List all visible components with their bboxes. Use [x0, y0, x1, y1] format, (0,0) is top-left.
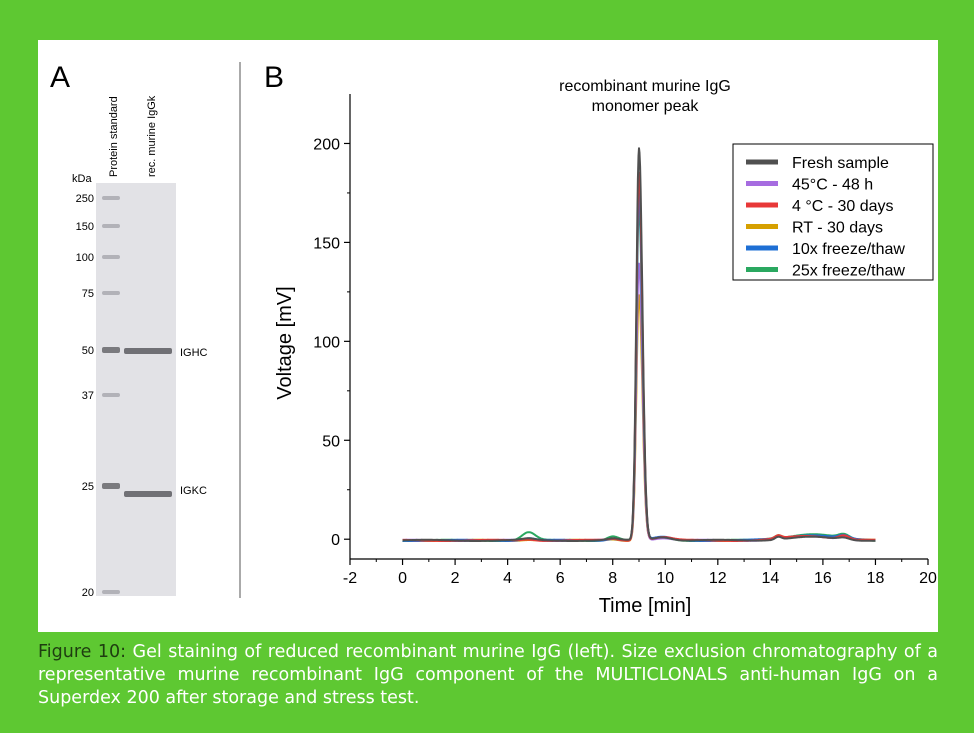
kda-unit: kDa	[72, 173, 92, 185]
lane-label-standard: Protein standard	[108, 96, 120, 177]
gel-markers: 250 150 100 75 50 37 25 20	[76, 193, 120, 599]
marker-band-250	[102, 196, 120, 200]
figure-svg: A Protein standard rec. murine IgGk kDa …	[50, 61, 937, 617]
caption-lead: Figure 10:	[38, 642, 127, 662]
series-line-0	[402, 147, 876, 542]
legend-label-4: 10x freeze/thaw	[792, 241, 905, 258]
lane-label-sample: rec. murine IgGk	[146, 95, 158, 177]
legend-label-3: RT - 30 days	[792, 220, 883, 237]
x-tick-label: 20	[919, 570, 937, 587]
marker-band-150	[102, 224, 120, 228]
legend: Fresh sample 45°C - 48 h 4 °C - 30 days RT …	[732, 143, 934, 281]
band-label-igkc: IGKC	[180, 485, 207, 497]
panel-b-label: B	[264, 61, 284, 94]
gel-image	[96, 183, 176, 596]
y-tick-label: 100	[313, 334, 340, 351]
legend-box	[732, 143, 934, 281]
x-tick-label: 2	[451, 570, 460, 587]
marker-label-100: 100	[76, 252, 94, 264]
marker-label-150: 150	[76, 221, 94, 233]
x-tick-label: 14	[761, 570, 779, 587]
marker-label-25: 25	[82, 481, 94, 493]
x-tick-label: 18	[867, 570, 885, 587]
y-tick-label: 50	[322, 433, 340, 450]
marker-band-37	[102, 393, 120, 397]
caption-text: Gel staining of reduced recombinant muri…	[38, 642, 938, 708]
series-lines	[402, 147, 876, 542]
chart-title: recombinant murine IgG	[559, 78, 731, 95]
panel-a-label: A	[50, 61, 70, 94]
marker-band-20	[102, 590, 120, 594]
x-axis-label: Time [min]	[599, 595, 692, 617]
x-tick-label: 4	[503, 570, 512, 587]
band-igkc	[124, 491, 172, 497]
gel-bands: IGHC IGKC	[124, 347, 208, 497]
x-tick-label: 0	[398, 570, 407, 587]
marker-band-75	[102, 291, 120, 295]
marker-label-250: 250	[76, 193, 94, 205]
series-line-3	[402, 294, 876, 542]
marker-band-25	[102, 483, 120, 489]
marker-label-50: 50	[82, 345, 94, 357]
marker-label-75: 75	[82, 288, 94, 300]
x-tick-label: 8	[608, 570, 617, 587]
band-label-ighc: IGHC	[180, 347, 208, 359]
marker-label-37: 37	[82, 390, 94, 402]
y-tick-label: 150	[313, 235, 340, 252]
marker-band-100	[102, 255, 120, 259]
band-ighc	[124, 348, 172, 354]
marker-band-50	[102, 347, 120, 353]
x-tick-label: 16	[814, 570, 832, 587]
y-axis-label: Voltage [mV]	[274, 286, 296, 399]
y-tick-label: 200	[313, 136, 340, 153]
x-tick-label: -2	[343, 570, 357, 587]
x-tick-label: 6	[556, 570, 565, 587]
x-tick-label: 12	[709, 570, 727, 587]
chart-subtitle: monomer peak	[592, 98, 700, 115]
legend-label-1: 45°C - 48 h	[792, 177, 873, 194]
marker-label-20: 20	[82, 587, 94, 599]
legend-label-5: 25x freeze/thaw	[792, 263, 905, 280]
legend-label-2: 4 °C - 30 days	[792, 198, 894, 215]
y-tick-label: 0	[331, 532, 340, 549]
figure-panel: A Protein standard rec. murine IgGk kDa …	[38, 40, 938, 632]
figure-caption: Figure 10: Gel staining of reduced recom…	[38, 641, 938, 710]
legend-label-0: Fresh sample	[792, 155, 889, 172]
x-tick-label: 10	[656, 570, 674, 587]
